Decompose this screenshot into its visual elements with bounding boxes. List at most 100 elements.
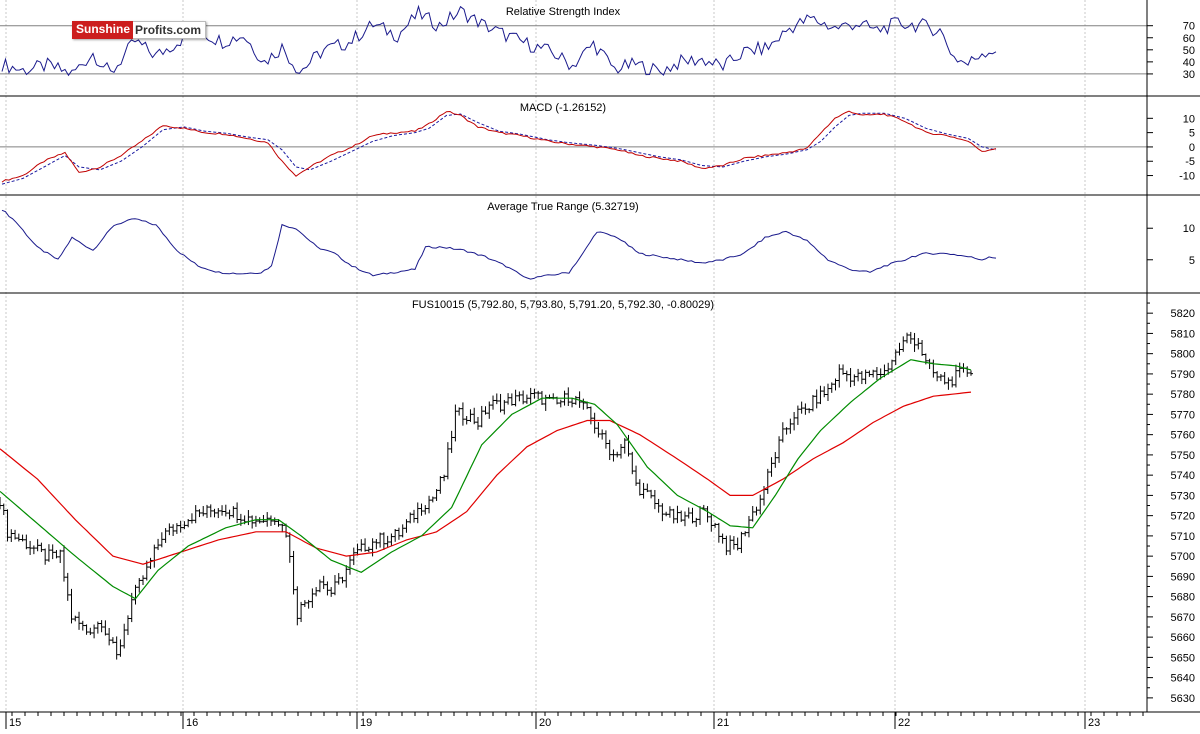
- price-bar: [686, 507, 691, 519]
- price-bar: [957, 362, 962, 378]
- price-ytick-label: 5770: [1171, 409, 1195, 421]
- macd-ytick-label: 0: [1189, 142, 1195, 154]
- price-ytick-label: 5630: [1171, 693, 1195, 705]
- price-bar: [799, 401, 804, 414]
- price-bar: [588, 406, 593, 425]
- price-bar: [231, 506, 236, 518]
- macd-signal-line: [1, 112, 997, 185]
- price-bar: [611, 449, 616, 462]
- price-bar: [348, 555, 353, 575]
- price-bar: [630, 451, 635, 475]
- price-bar: [95, 621, 100, 634]
- macd-title: MACD (-1.26152): [520, 102, 606, 114]
- x-tick-label-23: 23: [1088, 717, 1100, 729]
- atr-ytick-label: 5: [1189, 255, 1195, 267]
- price-bar: [125, 615, 130, 636]
- price-ytick-label: 5810: [1171, 328, 1195, 340]
- price-bar: [660, 503, 665, 522]
- price-bar: [652, 489, 657, 510]
- price-bar: [506, 393, 511, 405]
- price-bar: [411, 509, 416, 523]
- price-bar: [694, 517, 699, 527]
- price-bar: [442, 474, 447, 482]
- price-bar: [532, 388, 537, 399]
- price-bar: [110, 637, 115, 644]
- price-bar: [479, 405, 484, 428]
- price-bar: [359, 539, 364, 552]
- price-bar: [253, 515, 258, 527]
- price-bar: [171, 524, 176, 536]
- price-bar: [739, 531, 744, 554]
- price-bar: [743, 531, 748, 537]
- price-bar: [920, 340, 925, 356]
- price-bar: [807, 408, 812, 414]
- price-bar: [58, 549, 63, 564]
- price-bar: [724, 535, 729, 556]
- rsi-ytick-label: 30: [1183, 69, 1195, 81]
- price-bar: [46, 544, 51, 562]
- price-bar: [716, 522, 721, 543]
- price-bar: [80, 620, 85, 631]
- price-bar: [193, 505, 198, 524]
- price-ytick-label: 5640: [1171, 673, 1195, 685]
- price-ytick-label: 5800: [1171, 349, 1195, 361]
- price-bar: [750, 506, 755, 522]
- price-bar: [434, 489, 439, 501]
- price-bar: [558, 399, 563, 408]
- price-bar: [833, 378, 838, 391]
- price-bar: [641, 482, 646, 499]
- price-bar: [810, 394, 815, 412]
- price-bar: [841, 364, 846, 375]
- price-bar: [573, 395, 578, 405]
- price-bar: [946, 377, 951, 390]
- price-bar: [370, 538, 375, 557]
- price-bar: [302, 600, 307, 607]
- price-bar: [148, 557, 153, 570]
- price-bar: [457, 407, 462, 416]
- price-bar: [682, 511, 687, 527]
- price-bar: [825, 383, 830, 401]
- price-bar: [61, 545, 66, 582]
- price-bar: [182, 521, 187, 530]
- price-bar: [916, 338, 921, 350]
- price-bar: [28, 540, 33, 556]
- price-bar: [287, 532, 292, 563]
- price-bar: [709, 513, 714, 532]
- price-bar: [43, 548, 48, 565]
- price-bar: [227, 509, 232, 520]
- price-bar: [637, 479, 642, 496]
- price-bar: [325, 581, 330, 596]
- price-bar: [73, 615, 78, 622]
- price-bar: [152, 544, 157, 568]
- price-bar: [600, 429, 605, 440]
- price-bar: [607, 439, 612, 461]
- price-bar: [671, 508, 676, 524]
- price-bar: [889, 359, 894, 373]
- rsi-ytick-label: 60: [1183, 33, 1195, 45]
- price-bar: [363, 538, 368, 552]
- price-bar: [35, 539, 40, 552]
- price-bar: [509, 393, 514, 406]
- rsi-ytick-label: 50: [1183, 45, 1195, 57]
- price-bar: [837, 364, 842, 388]
- price-bar: [848, 368, 853, 388]
- price-bar: [141, 575, 146, 586]
- price-ytick-label: 5690: [1171, 571, 1195, 583]
- x-axis: 15 16 19 20 21 22 23: [0, 711, 1200, 729]
- price-bar: [498, 393, 503, 413]
- price-bar: [438, 476, 443, 494]
- x-tick-label-21: 21: [717, 717, 729, 729]
- price-bar: [178, 520, 183, 533]
- price-bar: [472, 407, 477, 425]
- price-bar: [144, 560, 149, 581]
- price-bar: [204, 504, 209, 518]
- price-bar: [758, 494, 763, 515]
- price-bar: [423, 505, 428, 515]
- x-tick-label-19: 19: [360, 717, 372, 729]
- price-bar: [246, 510, 251, 526]
- price-bar: [280, 523, 285, 533]
- price-bar: [340, 576, 345, 584]
- price-bar: [795, 405, 800, 425]
